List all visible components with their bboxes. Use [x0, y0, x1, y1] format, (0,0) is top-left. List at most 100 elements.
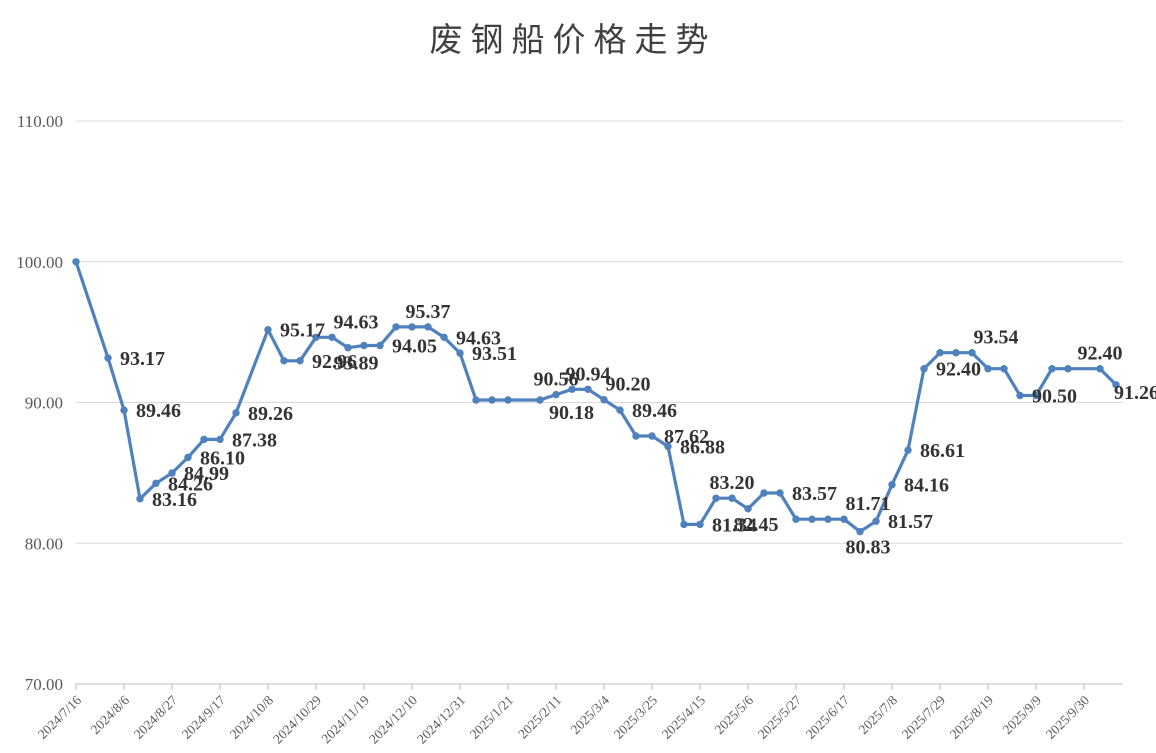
data-label: 93.17: [120, 348, 165, 370]
data-point-marker: [648, 432, 656, 440]
data-point-marker: [824, 515, 832, 523]
data-label: 84.99: [184, 463, 229, 485]
data-point-marker: [328, 333, 336, 341]
x-tick-label: 2024/12/31: [414, 693, 468, 747]
x-tick-label: 2025/3/4: [568, 692, 613, 737]
data-point-marker: [136, 495, 144, 503]
x-tick-label: 2024/10/29: [270, 692, 324, 746]
data-label: 86.61: [920, 440, 965, 462]
data-point-marker: [920, 365, 928, 373]
data-point-marker: [408, 323, 416, 331]
x-tick-label: 2025/7/8: [856, 692, 901, 737]
data-label: 95.37: [406, 301, 451, 323]
data-point-marker: [504, 396, 512, 404]
data-label: 83.57: [792, 483, 837, 505]
data-point-marker: [904, 446, 912, 454]
data-point-marker: [1048, 365, 1056, 373]
x-tick-label: 2025/2/11: [515, 693, 564, 742]
data-point-marker: [536, 396, 544, 404]
data-point-marker: [200, 435, 208, 444]
data-point-marker: [760, 489, 768, 497]
data-label: 93.54: [974, 327, 1019, 349]
data-point-marker: [232, 409, 240, 417]
data-point-marker: [456, 349, 464, 357]
data-point-marker: [776, 489, 784, 497]
data-label: 80.83: [846, 537, 891, 559]
x-tick-label: 2025/9/9: [1000, 692, 1045, 737]
data-point-marker: [728, 494, 736, 502]
data-label: 91.26: [1114, 382, 1156, 404]
data-point-marker: [472, 396, 480, 404]
data-point-marker: [552, 390, 560, 399]
x-tick-label: 2025/4/15: [659, 692, 708, 741]
data-point-marker: [1032, 391, 1040, 400]
data-point-marker: [968, 349, 976, 357]
data-label: 93.51: [472, 343, 517, 365]
data-point-marker: [616, 406, 624, 414]
chart-title: 废钢船价格走势: [429, 23, 717, 59]
data-point-marker: [568, 385, 576, 393]
x-tick-label: 2025/7/29: [899, 692, 948, 741]
data-label: 93.89: [334, 353, 379, 375]
x-tick-label: 2025/5/6: [712, 692, 757, 737]
data-label: 81.71: [846, 493, 891, 515]
x-tick-label: 2024/8/6: [88, 692, 133, 737]
data-point-marker: [712, 494, 720, 502]
y-tick-label: 80.00: [25, 534, 63, 553]
data-label: 83.20: [710, 472, 755, 494]
data-point-marker: [1016, 391, 1024, 400]
data-label: 94.63: [456, 327, 501, 349]
x-tick-label: 2025/1/21: [467, 693, 516, 742]
y-tick-label: 70.00: [25, 675, 63, 694]
data-point-marker: [216, 435, 224, 444]
price-line: [74, 260, 1118, 534]
data-point-marker: [168, 469, 176, 477]
data-point-marker: [1112, 381, 1120, 389]
data-label: 92.40: [1078, 343, 1123, 365]
data-point-marker: [184, 453, 192, 462]
data-label: 84.26: [168, 473, 213, 495]
data-label: 94.63: [334, 311, 379, 333]
x-tick-label: 2024/9/17: [179, 692, 228, 741]
data-point-marker: [312, 333, 320, 341]
data-point-marker: [600, 396, 608, 404]
data-label: 83.16: [152, 489, 197, 511]
data-label: 90.50: [1032, 386, 1077, 408]
data-point-marker: [872, 517, 880, 525]
data-label: 89.46: [632, 400, 677, 422]
x-tick-label: 2024/7/16: [35, 692, 84, 741]
x-tick-label: 2025/9/30: [1043, 692, 1092, 741]
data-point-marker: [632, 432, 640, 440]
data-point-marker: [744, 505, 752, 513]
x-tick-label: 2025/3/25: [611, 692, 660, 741]
data-point-marker: [120, 406, 128, 414]
data-point-marker: [424, 323, 432, 331]
data-point-marker: [888, 481, 896, 489]
data-label: 87.62: [664, 426, 709, 448]
data-point-marker: [296, 357, 304, 365]
data-label: 82.45: [734, 514, 779, 536]
data-point-marker: [584, 385, 592, 393]
data-point-marker: [376, 341, 384, 350]
data-label: 87.38: [232, 429, 277, 451]
data-label: 92.96: [312, 351, 357, 373]
data-label: 86.10: [200, 447, 245, 469]
x-tick-label: 2024/12/10: [366, 692, 420, 746]
data-label: 86.88: [680, 436, 725, 458]
data-label: 84.16: [904, 475, 949, 497]
data-point-marker: [104, 354, 112, 362]
data-point-marker: [280, 357, 288, 365]
data-label: 94.05: [392, 336, 437, 358]
data-label: 92.40: [936, 359, 981, 381]
y-tick-label: 110.00: [17, 112, 63, 131]
data-point-marker: [664, 442, 672, 451]
data-point-marker: [984, 365, 992, 373]
data-point-marker: [72, 258, 80, 266]
data-point-marker: [680, 520, 688, 529]
data-point-marker: [936, 349, 944, 357]
data-label: 95.17: [280, 320, 325, 342]
data-point-marker: [360, 341, 368, 350]
data-label: 90.18: [549, 402, 594, 424]
